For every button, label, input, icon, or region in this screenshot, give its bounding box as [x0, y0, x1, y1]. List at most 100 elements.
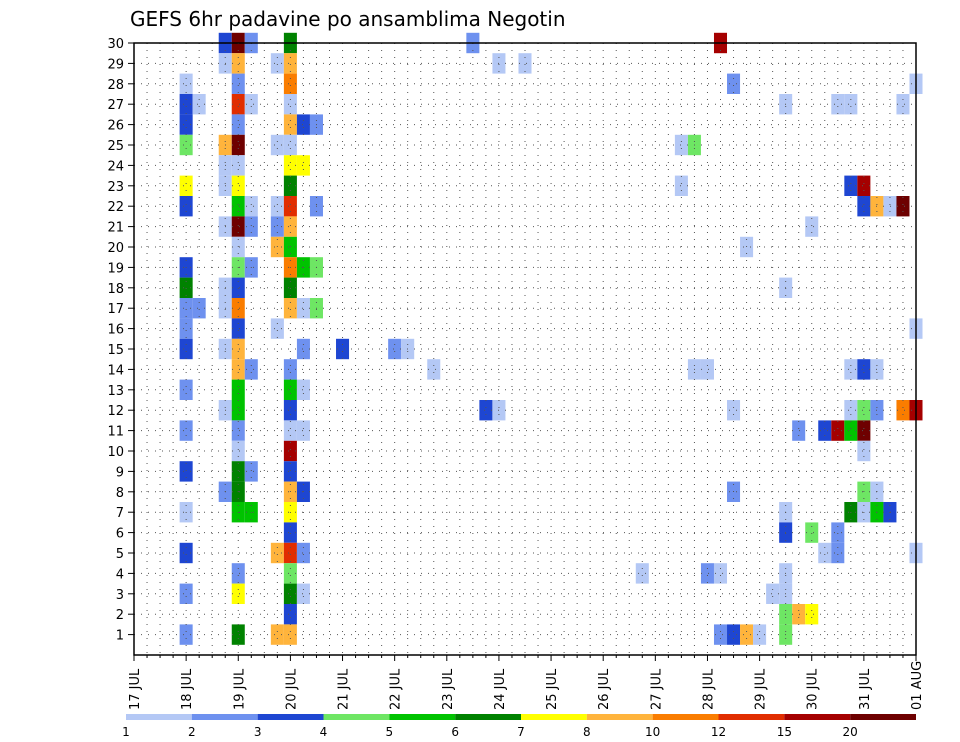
heatmap-cell [231, 53, 245, 74]
y-tick-label: 3 [116, 588, 124, 603]
y-tick-label: 27 [107, 98, 124, 113]
heatmap-cell [857, 359, 871, 380]
heatmap-cell [283, 542, 297, 564]
grid-lines [134, 43, 916, 655]
heatmap-cell [283, 134, 297, 156]
x-tick-label: 20 JUL [284, 668, 299, 710]
x-tick-label: 25 JUL [545, 668, 560, 710]
heatmap-cell [283, 359, 297, 380]
heatmap-cell [179, 94, 193, 115]
heatmap-cell [896, 400, 910, 421]
y-tick-label: 8 [116, 486, 124, 501]
heatmap-cell [270, 134, 284, 156]
heatmap-cell [857, 175, 871, 196]
heatmap-cell [635, 563, 649, 584]
colorbar-label: 5 [386, 725, 394, 739]
heatmap-cell [857, 196, 871, 217]
precipitation-cells [179, 32, 923, 645]
heatmap-cell [270, 53, 284, 74]
y-tick-label: 9 [116, 465, 124, 480]
colorbar-label: 7 [517, 725, 525, 739]
heatmap-cell [727, 73, 741, 94]
colorbar-segment [652, 714, 719, 720]
heatmap-cell [179, 624, 193, 645]
colorbar-label: 4 [320, 725, 328, 739]
heatmap-cell [244, 196, 258, 217]
heatmap-cell [700, 359, 714, 380]
colorbar-segment [784, 714, 851, 720]
heatmap-cell [270, 196, 284, 217]
colorbar-segment [521, 714, 587, 720]
colorbar-label: 20 [843, 725, 858, 739]
heatmap-cell [231, 400, 245, 421]
x-tick-label: 23 JUL [441, 668, 456, 710]
y-tick-label: 14 [107, 363, 124, 378]
heatmap-cell [231, 175, 245, 196]
heatmap-cell [805, 522, 819, 543]
heatmap-cell [296, 420, 310, 441]
x-tick-label: 17 JUL [128, 668, 143, 710]
heatmap-cell [283, 461, 297, 482]
x-axis-ticks: 17 JUL 18 JUL 19 JUL 20 JUL 21 JUL 22 JUL 23 J… [128, 655, 925, 710]
heatmap-cell [857, 400, 871, 421]
x-tick-label: 31 JUL [858, 668, 873, 710]
heatmap-cell [283, 522, 297, 543]
y-tick-label: 7 [116, 506, 124, 521]
heatmap-cell [231, 318, 245, 339]
heatmap-cell [283, 298, 297, 319]
heatmap-cell [766, 583, 780, 604]
heatmap-cell [296, 379, 310, 400]
colorbar-segment [257, 714, 324, 720]
heatmap-cell [231, 624, 245, 645]
heatmap-cell [179, 277, 193, 298]
heatmap-cell [231, 94, 245, 115]
chart-title: GEFS 6hr padavine po ansamblima Negotin [130, 7, 566, 31]
y-tick-label: 28 [107, 78, 124, 93]
heatmap-cell [283, 94, 297, 115]
heatmap-cell [179, 542, 193, 564]
heatmap-cell [844, 94, 858, 115]
heatmap-cell [179, 318, 193, 339]
heatmap-cell [231, 461, 245, 482]
heatmap-cell [727, 400, 741, 421]
y-tick-label: 20 [107, 241, 124, 256]
y-tick-label: 26 [107, 119, 124, 134]
colorbar-label: 10 [645, 725, 660, 739]
heatmap-cell [244, 359, 258, 380]
x-tick-label: 28 JUL [701, 668, 716, 710]
heatmap-cell [805, 604, 819, 625]
heatmap-cell [713, 563, 728, 584]
x-tick-label: 21 JUL [337, 668, 352, 710]
heatmap-cell [283, 196, 297, 217]
heatmap-cell [231, 583, 245, 604]
colorbar-segment [389, 714, 456, 720]
heatmap-cell [296, 338, 310, 360]
x-tick-label: 19 JUL [232, 668, 247, 710]
heatmap-cell [270, 624, 284, 645]
y-tick-label: 4 [116, 567, 124, 582]
x-tick-label: 22 JUL [389, 668, 404, 710]
heatmap-cell [283, 400, 297, 421]
heatmap-cell [296, 114, 310, 135]
heatmap-cell [844, 400, 858, 421]
heatmap-cell [283, 53, 297, 74]
heatmap-cell [231, 155, 245, 176]
heatmap-cell [231, 379, 245, 400]
x-tick-label: 29 JUL [754, 668, 769, 710]
colorbar-label: 8 [583, 725, 591, 739]
heatmap-cell [805, 216, 819, 237]
heatmap-cell [831, 542, 845, 564]
y-tick-label: 30 [107, 37, 124, 52]
heatmap-cell [296, 542, 310, 564]
heatmap-cell [231, 563, 245, 584]
heatmap-cell [296, 298, 310, 319]
heatmap-cell [192, 298, 206, 319]
heatmap-cell [179, 114, 193, 135]
heatmap-cell [270, 542, 284, 564]
heatmap-cell [283, 114, 297, 135]
heatmap-cell [179, 134, 193, 156]
x-tick-label: 24 JUL [493, 668, 508, 710]
heatmap-cell [283, 216, 297, 237]
heatmap-cell [336, 338, 350, 360]
heatmap-cell [231, 134, 245, 156]
